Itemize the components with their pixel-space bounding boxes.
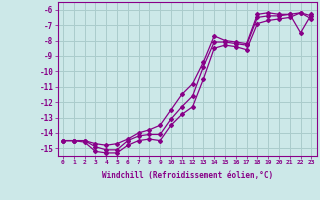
X-axis label: Windchill (Refroidissement éolien,°C): Windchill (Refroidissement éolien,°C) <box>102 171 273 180</box>
